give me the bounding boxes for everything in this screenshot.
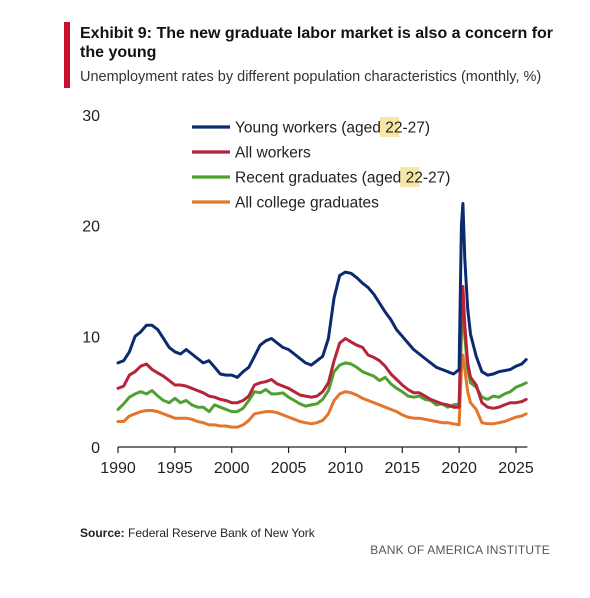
series-lines	[116, 202, 528, 429]
source-label: Source:	[80, 526, 125, 540]
series-line-all-college-graduates	[116, 353, 528, 429]
brand-label: BANK OF AMERICA INSTITUTE	[370, 543, 550, 557]
legend: Young workers (aged 22-27) All workers Rec…	[192, 117, 450, 212]
x-tick-label: 2010	[328, 460, 364, 477]
y-tick-label: 30	[82, 108, 100, 125]
y-tick-label: 20	[82, 219, 100, 236]
y-tick-label: 10	[82, 329, 100, 346]
source-text: Federal Reserve Bank of New York	[128, 526, 315, 540]
y-axis-labels: 0 10 20 30	[82, 108, 100, 457]
series-line-all-workers	[116, 285, 528, 410]
legend-label: All college graduates	[235, 195, 379, 212]
x-tick-label: 2005	[271, 460, 307, 477]
accent-bar	[64, 22, 70, 88]
y-tick-label: 0	[91, 440, 100, 457]
chart-title: Exhibit 9: The new graduate labor market…	[80, 25, 554, 61]
source-note: Source: Federal Reserve Bank of New York	[80, 526, 315, 540]
legend-label: Recent graduates (aged 22-27)	[235, 170, 450, 187]
x-tick-label: 2015	[384, 460, 420, 477]
legend-highlight	[400, 167, 420, 187]
legend-label: Young workers (aged 22-27)	[235, 120, 430, 137]
x-tick-label: 2000	[214, 460, 250, 477]
chart-subtitle: Unemployment rates by different populati…	[80, 69, 542, 85]
legend-highlight	[379, 117, 400, 137]
x-tick-label: 2020	[441, 460, 477, 477]
x-axis: 1990 1995 2000 2005 2010 2015 2020 2025	[100, 446, 534, 477]
x-tick-label: 1990	[100, 460, 136, 477]
x-tick-label: 2025	[498, 460, 534, 477]
series-line-young-workers-aged-22-27	[116, 202, 528, 379]
x-tick-label: 1995	[157, 460, 193, 477]
legend-label: All workers	[235, 145, 311, 162]
